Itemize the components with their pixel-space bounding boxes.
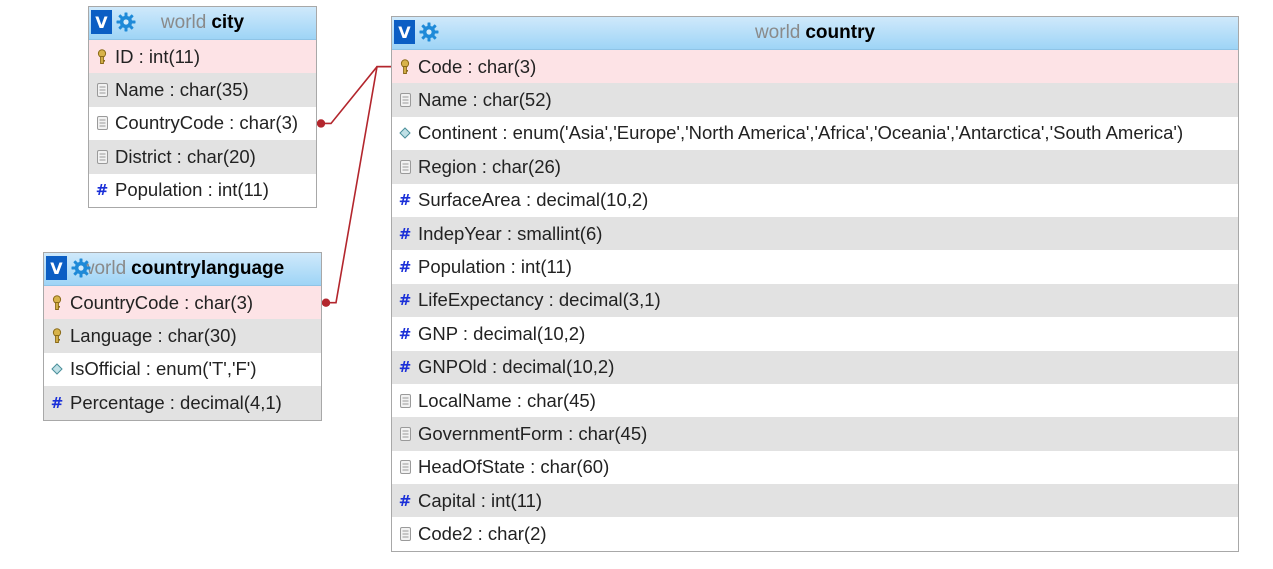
- column-row[interactable]: # LifeExpectancy : decimal(3,1): [392, 283, 1238, 318]
- column-row[interactable]: IsOfficial : enum('T','F'): [44, 353, 321, 386]
- table-header-buttons: V: [46, 256, 91, 280]
- text-field-icon: [398, 91, 412, 109]
- column-row[interactable]: # GNP : decimal(10,2): [392, 317, 1238, 350]
- numeric-field-icon: #: [398, 324, 412, 343]
- text-field-icon: [398, 425, 412, 443]
- column-label: GNPOld : decimal(10,2): [418, 356, 615, 378]
- column-row[interactable]: # Population : int(11): [89, 174, 316, 207]
- numeric-field-icon: #: [95, 181, 109, 200]
- toggle-columns-button[interactable]: V: [91, 10, 112, 34]
- column-label: HeadOfState : char(60): [418, 456, 610, 478]
- column-label: Percentage : decimal(4,1): [70, 391, 282, 413]
- column-label: Name : char(52): [418, 89, 552, 111]
- column-row[interactable]: Language : char(30): [44, 319, 321, 353]
- column-label: ID : int(11): [115, 45, 200, 67]
- gear-icon[interactable]: [116, 12, 136, 32]
- text-field-icon: [95, 81, 109, 99]
- database-name: world: [160, 12, 207, 33]
- numeric-field-icon: #: [398, 358, 412, 377]
- enum-field-icon: [50, 360, 64, 378]
- column-label: Continent : enum('Asia','Europe','North …: [418, 122, 1184, 144]
- column-label: Population : int(11): [115, 179, 269, 201]
- column-label: IndepYear : smallint(6): [418, 222, 603, 244]
- text-field-icon: [398, 458, 412, 476]
- column-row[interactable]: # GNPOld : decimal(10,2): [392, 350, 1238, 384]
- column-label: Name : char(35): [115, 79, 249, 101]
- column-label: IsOfficial : enum('T','F'): [70, 358, 257, 380]
- table-name: country: [805, 22, 876, 43]
- column-row[interactable]: # Percentage : decimal(4,1): [44, 386, 321, 420]
- column-row[interactable]: GovernmentForm : char(45): [392, 417, 1238, 451]
- column-label: Language : char(30): [70, 325, 237, 347]
- text-field-icon: [398, 525, 412, 543]
- column-row[interactable]: LocalName : char(45): [392, 384, 1238, 417]
- text-field-icon: [398, 392, 412, 410]
- numeric-field-icon: #: [398, 258, 412, 277]
- toggle-columns-button[interactable]: V: [46, 256, 67, 280]
- relation-line[interactable]: [317, 65, 391, 125]
- column-row[interactable]: # IndepYear : smallint(6): [392, 216, 1238, 251]
- column-row[interactable]: Name : char(35): [89, 73, 316, 107]
- relation-endpoint: [316, 119, 326, 128]
- toggle-columns-button[interactable]: V: [394, 20, 415, 44]
- gear-icon[interactable]: [419, 22, 439, 42]
- text-field-icon: [95, 114, 109, 132]
- table-name: city: [211, 12, 245, 33]
- key-icon: [95, 48, 109, 66]
- column-label: SurfaceArea : decimal(10,2): [418, 189, 649, 211]
- numeric-field-icon: #: [50, 393, 64, 412]
- column-label: CountryCode : char(3): [70, 291, 254, 313]
- text-field-icon: [398, 158, 412, 176]
- gear-icon[interactable]: [71, 258, 91, 278]
- database-name: world: [80, 258, 127, 279]
- table-header-buttons: V: [91, 10, 136, 34]
- column-label: LifeExpectancy : decimal(3,1): [418, 289, 661, 311]
- column-row[interactable]: Code : char(3): [392, 50, 1238, 84]
- key-icon: [50, 294, 64, 312]
- column-label: Region : char(26): [418, 155, 561, 177]
- column-label: Capital : int(11): [418, 489, 543, 511]
- numeric-field-icon: #: [398, 191, 412, 210]
- column-label: LocalName : char(45): [418, 389, 596, 411]
- key-icon: [50, 327, 64, 345]
- column-row[interactable]: District : char(20): [89, 140, 316, 174]
- column-row[interactable]: CountryCode : char(3): [89, 107, 316, 140]
- key-icon: [398, 58, 412, 76]
- relation-endpoint: [321, 298, 331, 307]
- column-row[interactable]: Code2 : char(2): [392, 517, 1238, 550]
- database-name: world: [754, 22, 801, 43]
- column-row[interactable]: Name : char(52): [392, 83, 1238, 117]
- column-label: Population : int(11): [418, 256, 572, 278]
- column-row[interactable]: HeadOfState : char(60): [392, 451, 1238, 484]
- numeric-field-icon: #: [398, 491, 412, 510]
- column-label: CountryCode : char(3): [115, 112, 299, 134]
- column-label: GNP : decimal(10,2): [418, 322, 586, 344]
- numeric-field-icon: #: [398, 224, 412, 243]
- column-label: Code : char(3): [418, 55, 537, 77]
- column-row[interactable]: CountryCode : char(3): [44, 286, 321, 320]
- column-label: Code2 : char(2): [418, 523, 547, 545]
- table-header-buttons: V: [394, 20, 439, 44]
- column-label: District : char(20): [115, 145, 256, 167]
- column-row[interactable]: Continent : enum('Asia','Europe','North …: [392, 117, 1238, 150]
- column-row[interactable]: # SurfaceArea : decimal(10,2): [392, 184, 1238, 217]
- text-field-icon: [95, 148, 109, 166]
- enum-field-icon: [398, 124, 412, 142]
- column-row[interactable]: ID : int(11): [89, 40, 316, 74]
- relation-line[interactable]: [322, 65, 391, 304]
- column-label: GovernmentForm : char(45): [418, 422, 648, 444]
- column-row[interactable]: # Population : int(11): [392, 250, 1238, 283]
- table-name: countrylanguage: [131, 258, 285, 279]
- column-row[interactable]: Region : char(26): [392, 150, 1238, 184]
- numeric-field-icon: #: [398, 291, 412, 310]
- column-row[interactable]: # Capital : int(11): [392, 484, 1238, 518]
